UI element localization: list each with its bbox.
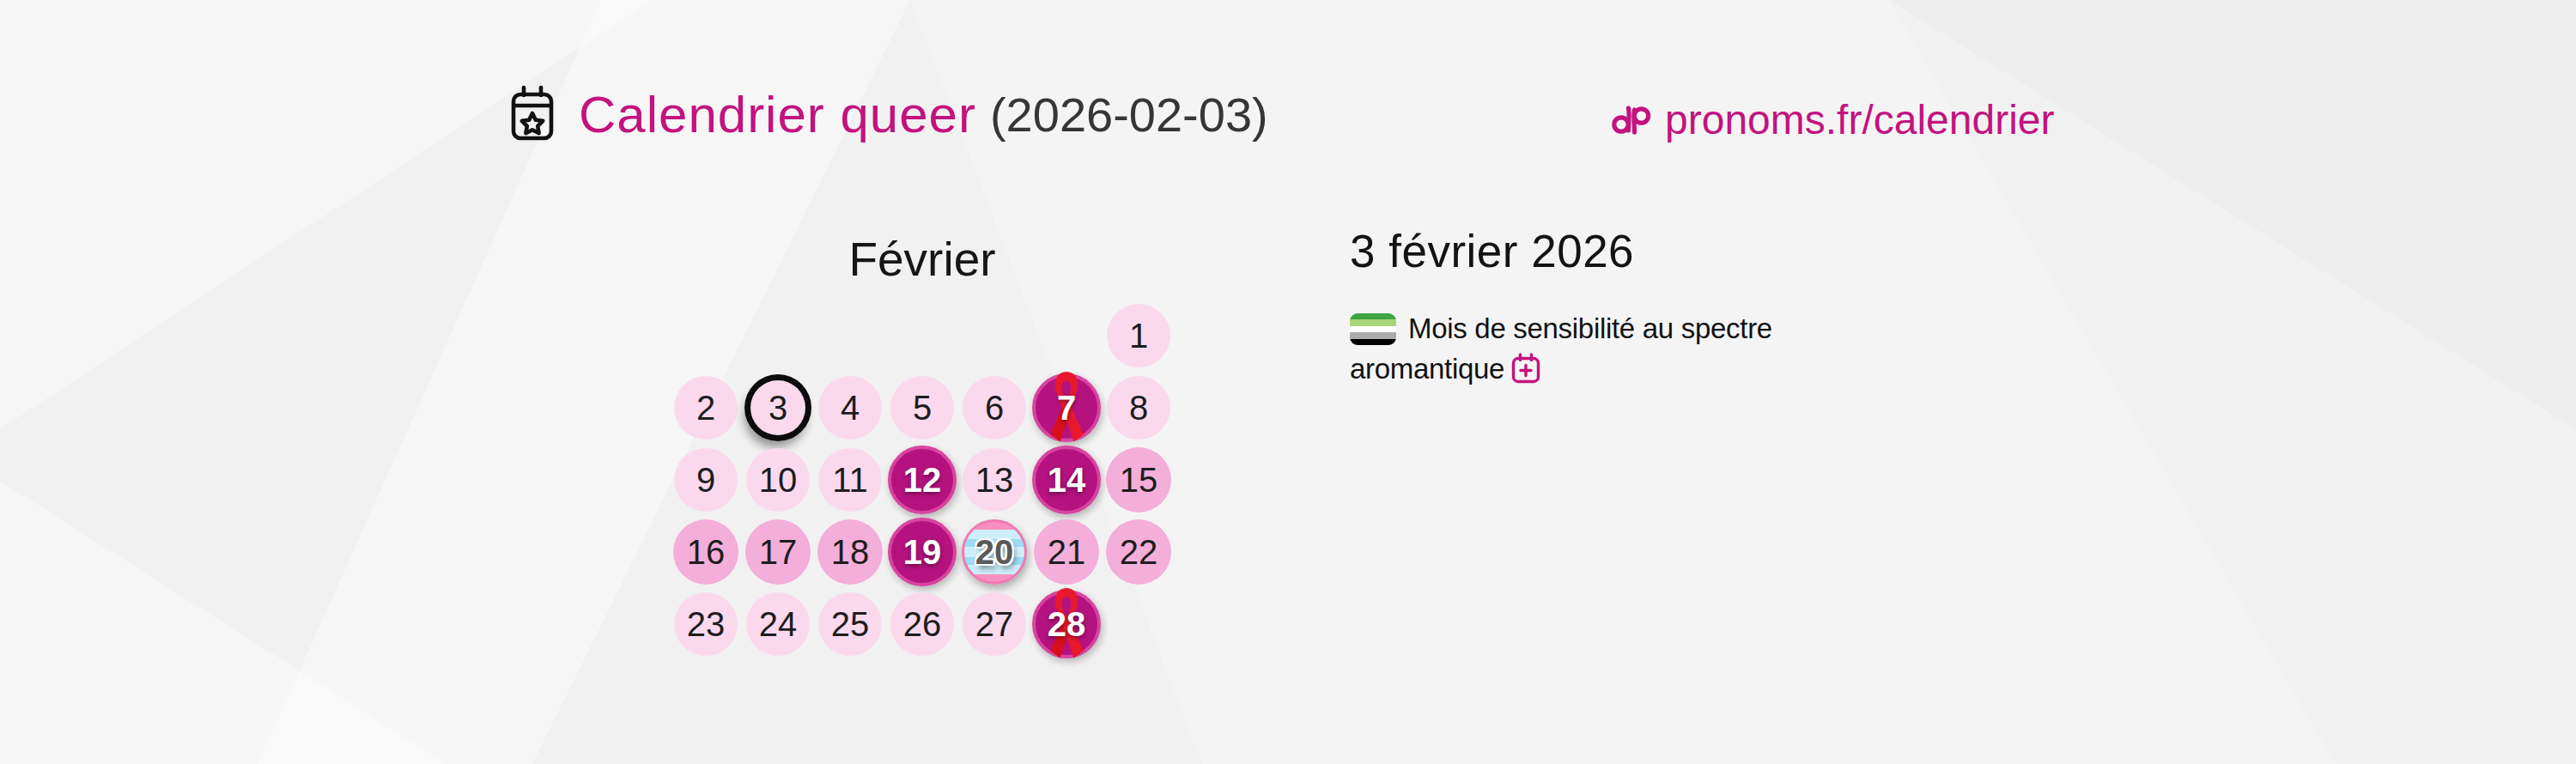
day-5[interactable]: 5 — [890, 376, 954, 440]
day-10[interactable]: 10 — [746, 448, 810, 512]
day-28[interactable]: 28 — [1032, 590, 1101, 658]
calendar-star-icon — [507, 84, 558, 144]
day-21[interactable]: 21 — [1034, 519, 1099, 585]
day-13[interactable]: 13 — [963, 448, 1026, 512]
pronouns-logo-icon — [1610, 105, 1655, 136]
day-3-today[interactable]: 3 — [744, 374, 811, 441]
calendar-plus-icon[interactable] — [1511, 353, 1540, 385]
page-date: (2026-02-03) — [990, 87, 1268, 142]
day-4[interactable]: 4 — [818, 376, 882, 440]
page-header: Calendrier queer (2026-02-03) — [507, 82, 1268, 146]
day-17[interactable]: 17 — [745, 519, 811, 585]
day-27[interactable]: 27 — [963, 592, 1026, 656]
day-12[interactable]: 12 — [888, 446, 957, 514]
site-link-text: pronoms.fr/calendrier — [1665, 96, 2055, 143]
site-link[interactable]: pronoms.fr/calendrier — [1610, 96, 2055, 143]
day-14[interactable]: 14 — [1032, 446, 1101, 514]
day-1[interactable]: 1 — [1107, 304, 1170, 367]
day-7[interactable]: 7 — [1032, 373, 1101, 442]
background-pattern — [0, 0, 2576, 764]
detail-event-text: Mois de sensibilité au spectre aromantiq… — [1350, 312, 1772, 385]
day-15[interactable]: 15 — [1106, 447, 1171, 512]
day-23[interactable]: 23 — [674, 592, 738, 656]
day-16[interactable]: 16 — [673, 519, 738, 585]
day-19[interactable]: 19 — [888, 518, 957, 586]
day-20[interactable]: 20 — [962, 519, 1027, 585]
day-2[interactable]: 2 — [674, 376, 738, 440]
day-24[interactable]: 24 — [746, 592, 810, 656]
month-title: Février — [670, 232, 1175, 287]
page-title: Calendrier queer — [579, 85, 976, 144]
detail-event-line: Mois de sensibilité au spectre aromantiq… — [1350, 308, 1796, 389]
aromantic-flag-icon — [1350, 313, 1396, 345]
day-detail-panel: 3 février 2026 Mois de sensibilité au sp… — [1350, 225, 1796, 389]
day-26[interactable]: 26 — [890, 592, 954, 656]
detail-date-heading: 3 février 2026 — [1350, 225, 1796, 277]
day-9[interactable]: 9 — [674, 448, 738, 512]
day-8[interactable]: 8 — [1107, 376, 1170, 440]
day-18[interactable]: 18 — [817, 519, 883, 585]
day-6[interactable]: 6 — [963, 376, 1026, 440]
day-22[interactable]: 22 — [1106, 519, 1171, 585]
calendar-grid: 123456 789101112131415161718192021222324… — [670, 300, 1175, 660]
day-25[interactable]: 25 — [818, 592, 882, 656]
day-11[interactable]: 11 — [818, 448, 882, 512]
